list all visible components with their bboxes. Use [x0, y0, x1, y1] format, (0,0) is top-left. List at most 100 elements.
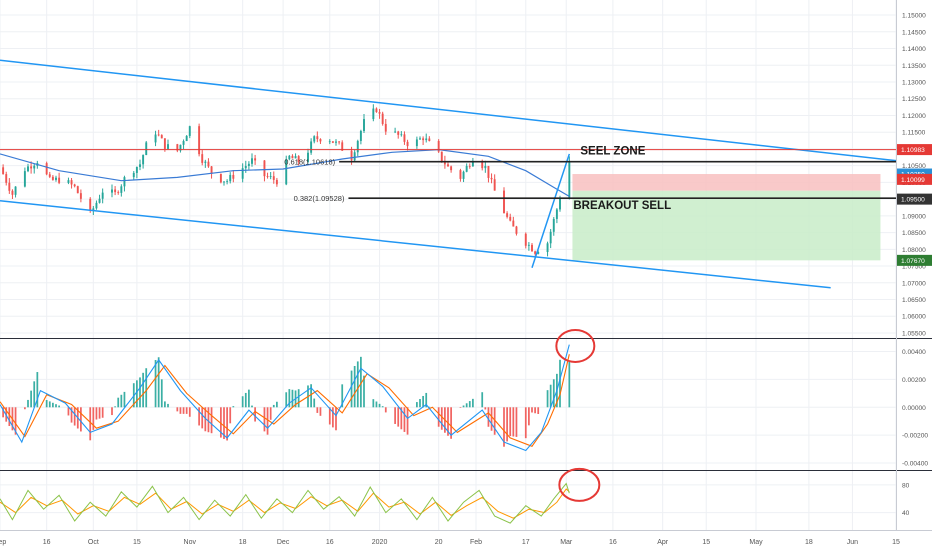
- histogram-bar: [27, 399, 29, 408]
- candle-body: [198, 126, 201, 155]
- candle: [546, 241, 549, 257]
- candle: [201, 150, 204, 166]
- price-tick-label: 1.07000: [902, 280, 926, 287]
- histogram-bar: [254, 407, 256, 422]
- highlight-circle: [558, 467, 601, 502]
- candle-body: [353, 152, 356, 161]
- histogram-bar: [356, 361, 359, 408]
- candle: [219, 173, 222, 184]
- histogram-bar: [182, 407, 185, 414]
- candle-body: [509, 216, 512, 221]
- candle-body: [101, 192, 104, 199]
- candle: [512, 216, 515, 227]
- candle-body: [559, 198, 561, 210]
- candle-body: [356, 140, 359, 153]
- candle: [98, 194, 101, 204]
- price-tick-label: 1.15000: [902, 13, 926, 20]
- histogram-bar: [89, 407, 92, 441]
- candle: [415, 136, 418, 149]
- candle: [266, 172, 269, 179]
- price-tag-bg: [897, 193, 932, 205]
- time-tick-label: 17: [522, 539, 530, 546]
- histogram-bar: [397, 407, 400, 427]
- candle: [132, 171, 135, 181]
- oscillator-tick-label: 80: [902, 482, 910, 489]
- candle-body: [160, 135, 163, 139]
- histogram-bar: [220, 407, 222, 438]
- histogram-bar: [568, 361, 571, 408]
- histogram-bar: [549, 384, 552, 408]
- histogram-bar: [416, 402, 418, 408]
- histogram-bar: [111, 407, 113, 416]
- candle-body: [447, 164, 449, 167]
- candle: [406, 139, 409, 151]
- candle: [55, 175, 57, 182]
- price-tag-bg: [897, 173, 932, 185]
- candle: [297, 155, 300, 166]
- time-tick-label: 20: [435, 539, 443, 546]
- candle-body: [406, 141, 409, 147]
- candle-body: [341, 142, 344, 151]
- candle: [95, 200, 98, 210]
- candle-body: [285, 159, 288, 185]
- candle: [33, 163, 36, 174]
- histogram-bar: [8, 407, 11, 426]
- candle-body: [120, 186, 123, 193]
- histogram-bar: [328, 407, 331, 425]
- histogram-bar: [117, 397, 120, 408]
- histogram-bar: [515, 407, 518, 437]
- candle-body: [425, 138, 428, 141]
- candle: [515, 225, 518, 236]
- candle: [139, 159, 141, 171]
- candle: [313, 135, 316, 144]
- candle: [372, 104, 375, 122]
- candle-body: [114, 189, 117, 193]
- candle: [381, 111, 384, 126]
- candle-body: [163, 138, 166, 149]
- candle-body: [135, 166, 138, 173]
- candle: [294, 153, 297, 159]
- candle: [120, 184, 123, 197]
- candle-body: [437, 140, 440, 152]
- price-tick-label: 1.13500: [902, 63, 926, 70]
- histogram-bar: [36, 372, 39, 408]
- histogram-bar: [244, 392, 247, 408]
- histogram-bar: [248, 389, 250, 408]
- candle-body: [154, 134, 157, 143]
- histogram-bar: [524, 407, 527, 439]
- candle-body: [359, 130, 362, 141]
- candle-body: [275, 179, 278, 185]
- candle-body: [378, 112, 381, 114]
- price-tag: 1.10099: [897, 173, 932, 185]
- candle: [509, 213, 512, 222]
- time-tick-label: May: [749, 539, 763, 546]
- candle-body: [555, 209, 558, 219]
- histogram-bar: [465, 403, 468, 408]
- candle-body: [549, 231, 552, 244]
- candle: [503, 187, 505, 214]
- candle-body: [232, 174, 235, 179]
- candle-body: [79, 193, 82, 199]
- annotation-layer: 0.618(1.10618) 0.382(1.09528) SEEL ZONE BRE…: [284, 145, 671, 502]
- histogram-bar: [512, 407, 515, 437]
- candle-body: [297, 156, 300, 162]
- histogram-bar: [381, 406, 384, 408]
- candle: [135, 166, 138, 179]
- candle-body: [310, 141, 313, 153]
- candle: [524, 232, 527, 249]
- histogram-bar: [263, 407, 266, 432]
- candle: [568, 156, 571, 200]
- candle: [154, 130, 157, 147]
- candle: [251, 153, 253, 167]
- histogram-bar: [167, 403, 169, 408]
- candle: [375, 107, 378, 113]
- price-tag-label: 1.10099: [901, 177, 925, 184]
- candle-body: [251, 158, 253, 164]
- candle-body: [226, 181, 229, 182]
- candle: [319, 138, 322, 144]
- histogram-bar: [204, 407, 207, 432]
- candle-body: [117, 192, 120, 193]
- candle-body: [440, 151, 443, 162]
- candle-body: [307, 152, 309, 162]
- candle: [468, 163, 471, 169]
